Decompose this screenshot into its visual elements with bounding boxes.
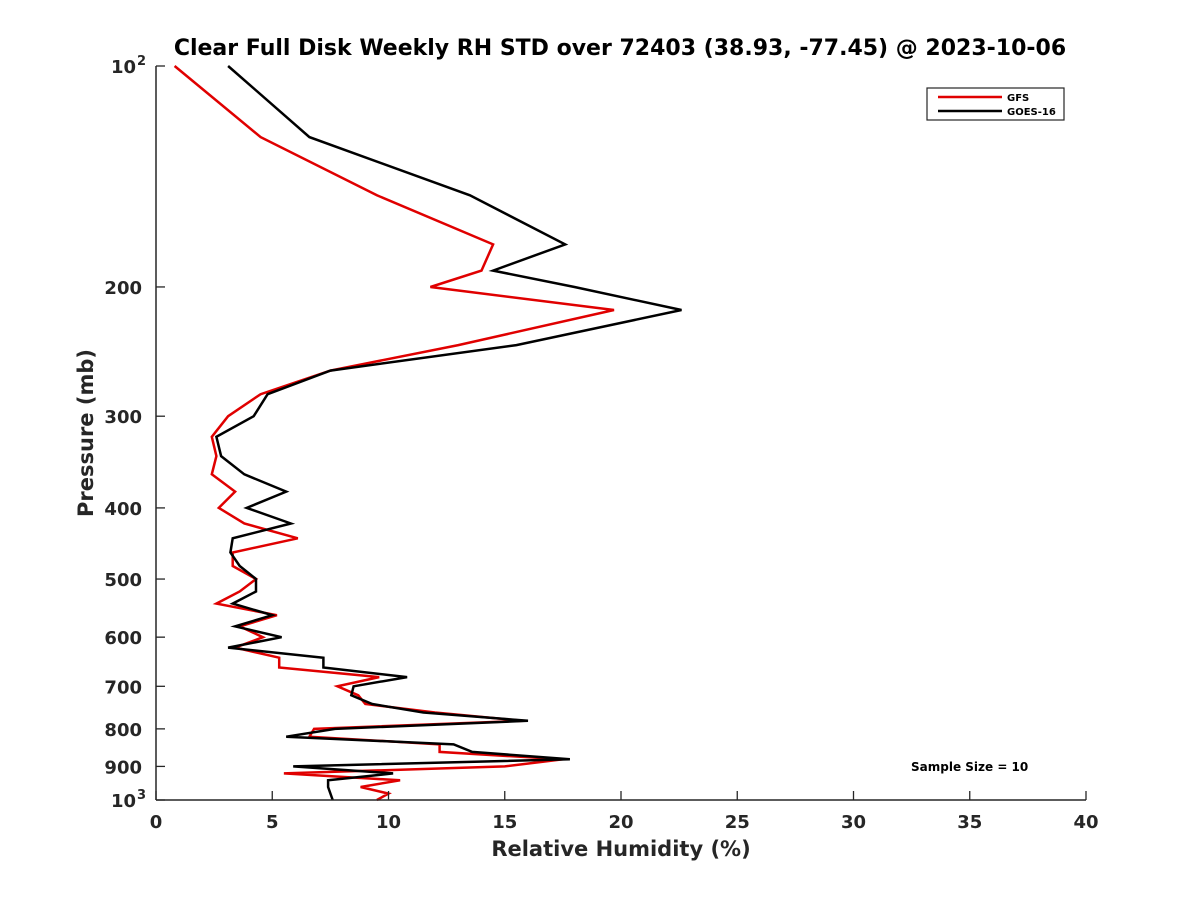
y-tick-label: 10 — [111, 57, 136, 78]
y-tick-label: 800 — [104, 720, 142, 741]
y-tick-label: 400 — [104, 499, 142, 520]
series-line-gfs — [173, 65, 615, 802]
x-axis-label: Relative Humidity (%) — [491, 837, 750, 861]
legend-label-goes-16: GOES-16 — [1007, 107, 1056, 118]
y-tick-label: 10 — [111, 791, 136, 812]
plot-area — [156, 66, 1086, 800]
legend-label-gfs: GFS — [1007, 93, 1029, 104]
x-tick-label: 5 — [266, 812, 279, 833]
y-tick-label: 300 — [104, 407, 142, 428]
y-axis-label: Pressure (mb) — [74, 349, 98, 517]
y-tick-label: 600 — [104, 628, 142, 649]
x-tick-label: 25 — [725, 812, 750, 833]
x-tick-label: 15 — [492, 812, 517, 833]
legend-box — [926, 87, 1065, 121]
y-tick-label: 700 — [104, 677, 142, 698]
sample-size-annotation: Sample Size = 10 — [911, 760, 1028, 774]
y-tick-label: 500 — [104, 570, 142, 591]
series-layer — [173, 65, 682, 802]
x-tick-label: 30 — [841, 812, 866, 833]
x-ticks: 0 5 10 15 20 25 30 35 40 — [150, 791, 1099, 833]
x-tick-label: 10 — [376, 812, 401, 833]
x-tick-label: 40 — [1073, 812, 1098, 833]
x-tick-label: 20 — [608, 812, 633, 833]
legend: GFS GOES-16 — [926, 87, 1065, 121]
x-tick-label: 0 — [150, 812, 163, 833]
y-tick-label: 900 — [104, 757, 142, 778]
y-tick-exponent: 2 — [137, 54, 146, 69]
chart-title: Clear Full Disk Weekly RH STD over 72403… — [174, 36, 1066, 61]
y-tick-exponent: 3 — [137, 788, 146, 803]
x-tick-label: 35 — [957, 812, 982, 833]
series-line-goes-16 — [214, 65, 682, 801]
y-tick-label: 200 — [104, 278, 142, 299]
